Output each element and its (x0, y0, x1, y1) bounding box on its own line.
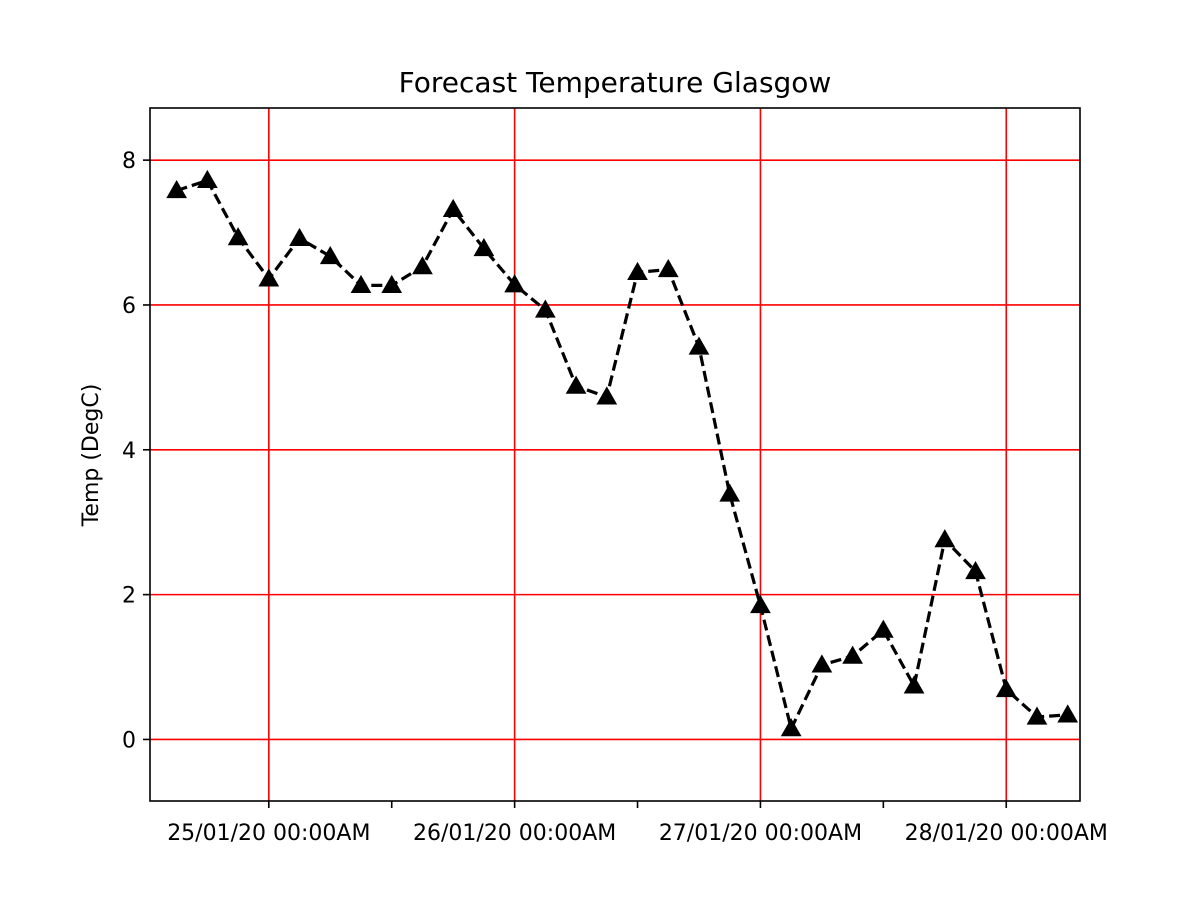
data-point-marker (596, 386, 618, 405)
data-point-marker (381, 274, 403, 294)
x-tick-label: 28/01/20 00:00AM (905, 821, 1108, 846)
data-point-marker (350, 274, 372, 294)
data-point-marker (196, 169, 218, 189)
data-point-marker (657, 258, 679, 278)
data-point-marker (719, 483, 741, 502)
data-point-marker (995, 678, 1017, 698)
data-point-marker (750, 594, 771, 614)
grid-lines (150, 108, 1080, 801)
data-point-marker (688, 336, 710, 355)
data-point-marker (227, 227, 249, 246)
data-point-marker (780, 718, 802, 737)
data-point-marker (534, 299, 556, 318)
data-point-marker (166, 180, 187, 199)
data-point-marker (872, 619, 894, 638)
data-point-marker (842, 645, 863, 664)
data-point-marker (965, 560, 986, 580)
y-tick-label: 0 (122, 728, 136, 753)
data-point-marker (1057, 704, 1079, 723)
data-point-marker (412, 256, 433, 275)
y-tick-label: 4 (122, 439, 136, 464)
y-axis-label: Temp (DegC) (79, 384, 104, 528)
data-point-marker (504, 274, 525, 293)
data-point-marker (258, 268, 280, 287)
plot-frame (149, 107, 1081, 802)
data-point-marker (934, 529, 956, 548)
data-point-marker (319, 245, 341, 265)
y-tick-label: 6 (122, 294, 136, 319)
data-point-marker (473, 237, 495, 257)
data-point-marker (442, 198, 464, 218)
data-point-marker (903, 675, 925, 694)
data-point-marker (289, 227, 310, 246)
y-tick-label: 8 (122, 149, 136, 174)
data-point-marker (811, 654, 833, 673)
data-point-marker (627, 261, 648, 281)
chart-title: Forecast Temperature Glasgow (399, 66, 832, 99)
series-line (176, 178, 1068, 731)
data-point-marker (565, 375, 587, 394)
ticks: 0 2 4 6 8 25/01/20 00:00AM 26/01/20 00:00AM 27/… (122, 149, 1108, 846)
y-tick-label: 2 (122, 584, 136, 609)
x-tick-label: 25/01/20 00:00AM (167, 821, 370, 846)
series-layer (166, 169, 1079, 737)
x-tick-label: 26/01/20 00:00AM (413, 821, 616, 846)
data-point-marker (1026, 706, 1048, 725)
x-tick-label: 27/01/20 00:00AM (659, 821, 862, 846)
